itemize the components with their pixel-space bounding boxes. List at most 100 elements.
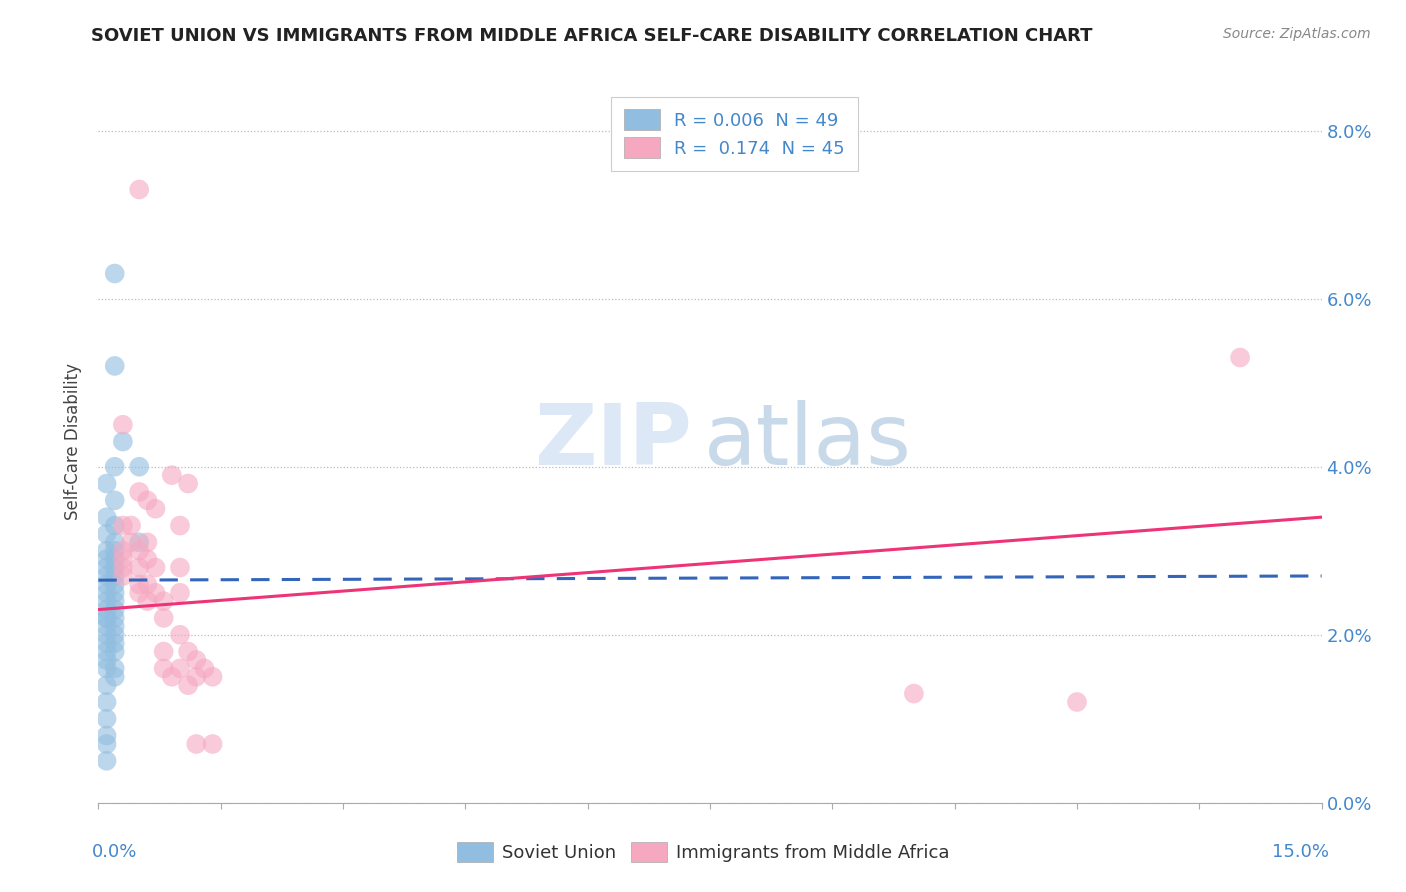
Point — [104, 661, 127, 675]
Point — [96, 560, 118, 574]
Point — [152, 594, 174, 608]
Point — [903, 687, 925, 701]
Point — [104, 518, 127, 533]
Point — [177, 476, 200, 491]
Point — [96, 695, 118, 709]
Point — [104, 636, 127, 650]
Text: ZIP: ZIP — [534, 400, 692, 483]
Point — [111, 569, 134, 583]
Point — [104, 577, 127, 591]
Point — [136, 577, 159, 591]
Text: SOVIET UNION VS IMMIGRANTS FROM MIDDLE AFRICA SELF-CARE DISABILITY CORRELATION C: SOVIET UNION VS IMMIGRANTS FROM MIDDLE A… — [91, 27, 1092, 45]
Point — [111, 560, 134, 574]
Point — [128, 543, 150, 558]
Point — [177, 678, 200, 692]
Point — [128, 560, 150, 574]
Text: atlas: atlas — [704, 400, 912, 483]
Point — [96, 636, 118, 650]
Point — [136, 493, 159, 508]
Point — [145, 560, 167, 574]
Point — [96, 510, 118, 524]
Point — [136, 594, 159, 608]
Point — [169, 518, 191, 533]
Point — [96, 552, 118, 566]
Point — [1229, 351, 1251, 365]
Point — [104, 594, 127, 608]
Point — [104, 359, 127, 373]
Point — [96, 661, 118, 675]
Point — [152, 611, 174, 625]
Text: Source: ZipAtlas.com: Source: ZipAtlas.com — [1223, 27, 1371, 41]
Point — [111, 543, 134, 558]
Point — [96, 577, 118, 591]
Point — [104, 628, 127, 642]
Point — [145, 586, 167, 600]
Point — [104, 535, 127, 549]
Point — [104, 586, 127, 600]
Point — [104, 459, 127, 474]
Point — [193, 661, 215, 675]
Point — [96, 653, 118, 667]
Point — [96, 619, 118, 633]
Point — [152, 661, 174, 675]
Point — [96, 476, 118, 491]
Point — [201, 737, 224, 751]
Point — [111, 518, 134, 533]
Point — [96, 737, 118, 751]
Text: 15.0%: 15.0% — [1271, 843, 1329, 861]
Point — [104, 644, 127, 658]
Point — [104, 552, 127, 566]
Point — [96, 586, 118, 600]
Point — [128, 577, 150, 591]
Point — [104, 560, 127, 574]
Point — [96, 754, 118, 768]
Point — [120, 535, 142, 549]
Point — [128, 485, 150, 500]
Point — [104, 569, 127, 583]
Point — [104, 619, 127, 633]
Point — [136, 535, 159, 549]
Point — [145, 501, 167, 516]
Point — [104, 543, 127, 558]
Point — [104, 670, 127, 684]
Point — [111, 417, 134, 432]
Point — [186, 737, 208, 751]
Point — [169, 586, 191, 600]
Point — [169, 661, 191, 675]
Y-axis label: Self-Care Disability: Self-Care Disability — [65, 363, 83, 520]
Point — [160, 468, 183, 483]
Point — [96, 527, 118, 541]
Point — [177, 644, 200, 658]
Point — [120, 518, 142, 533]
Point — [152, 644, 174, 658]
Point — [104, 493, 127, 508]
Point — [128, 182, 150, 196]
Point — [96, 594, 118, 608]
Point — [1066, 695, 1088, 709]
Point — [104, 611, 127, 625]
Legend: Soviet Union, Immigrants from Middle Africa: Soviet Union, Immigrants from Middle Afr… — [450, 834, 956, 870]
Point — [96, 611, 118, 625]
Point — [104, 267, 127, 281]
Point — [111, 552, 134, 566]
Point — [128, 586, 150, 600]
Point — [160, 670, 183, 684]
Point — [201, 670, 224, 684]
Point — [96, 569, 118, 583]
Point — [96, 678, 118, 692]
Legend: R = 0.006  N = 49, R =  0.174  N = 45: R = 0.006 N = 49, R = 0.174 N = 45 — [612, 96, 858, 170]
Point — [169, 628, 191, 642]
Point — [136, 552, 159, 566]
Point — [111, 434, 134, 449]
Point — [96, 602, 118, 616]
Point — [96, 611, 118, 625]
Point — [96, 729, 118, 743]
Point — [96, 644, 118, 658]
Point — [104, 602, 127, 616]
Point — [186, 653, 208, 667]
Point — [169, 560, 191, 574]
Point — [128, 535, 150, 549]
Point — [96, 712, 118, 726]
Point — [128, 459, 150, 474]
Point — [96, 543, 118, 558]
